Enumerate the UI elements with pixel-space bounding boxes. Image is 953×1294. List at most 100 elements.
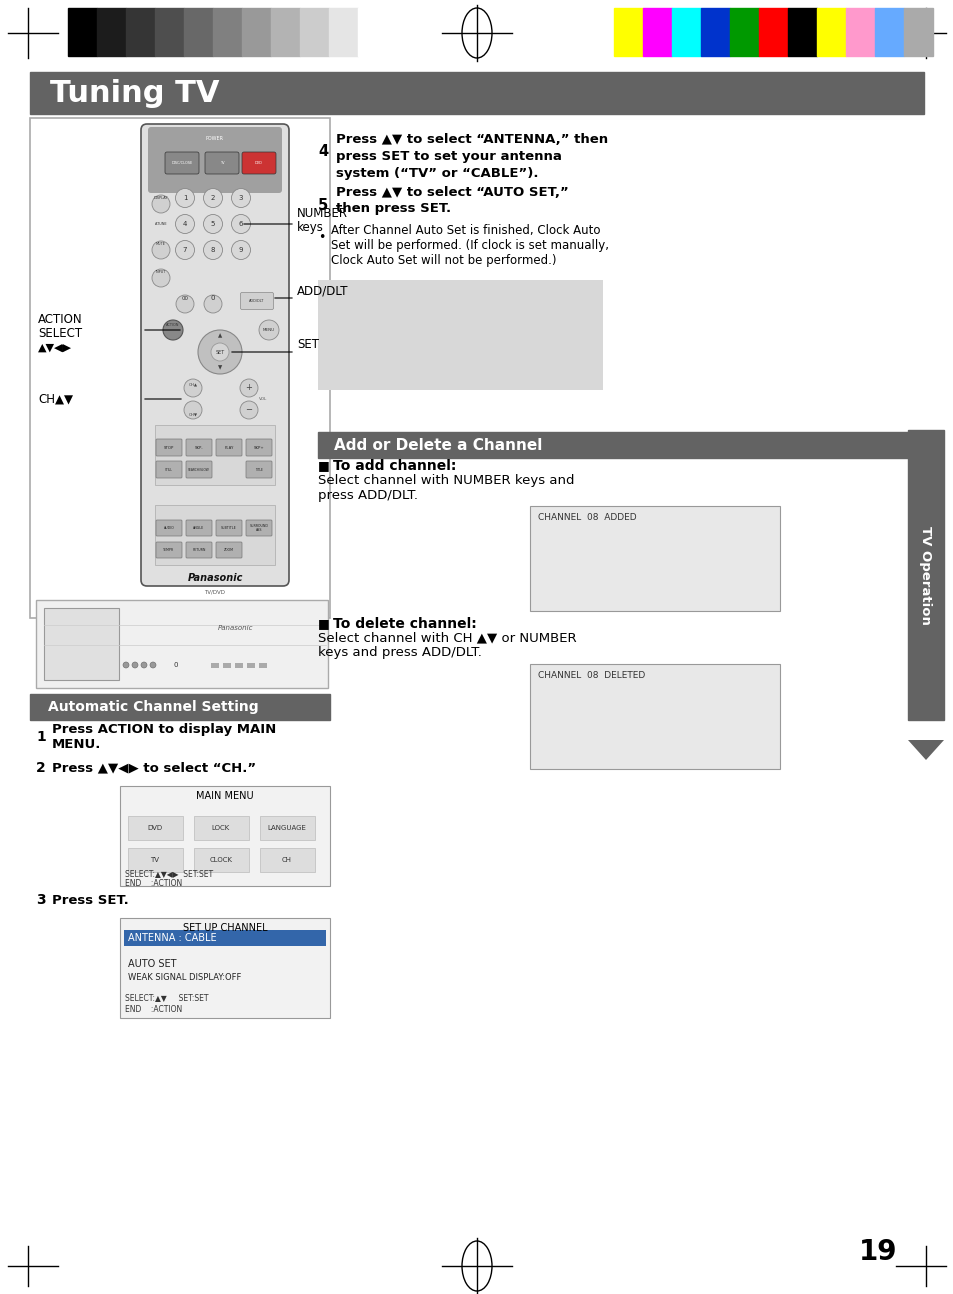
Text: 2: 2 <box>211 195 215 201</box>
Bar <box>317 280 602 389</box>
Circle shape <box>204 295 222 313</box>
Text: RETURN: RETURN <box>193 547 206 553</box>
Text: 1: 1 <box>183 195 187 201</box>
Bar <box>193 848 249 872</box>
Text: DVD: DVD <box>148 826 162 831</box>
FancyBboxPatch shape <box>215 439 242 455</box>
Text: 0: 0 <box>211 295 215 302</box>
FancyBboxPatch shape <box>186 542 212 558</box>
Circle shape <box>203 215 222 233</box>
Text: Automatic Channel Setting: Automatic Channel Setting <box>48 700 258 714</box>
Bar <box>759 8 787 56</box>
Circle shape <box>184 379 202 397</box>
Bar <box>68 8 97 56</box>
FancyBboxPatch shape <box>156 542 182 558</box>
Text: To add channel:: To add channel: <box>333 459 456 474</box>
Text: 00: 00 <box>181 295 189 300</box>
Text: MAIN MENU: MAIN MENU <box>196 791 253 801</box>
Bar <box>44 608 119 681</box>
Text: STILL: STILL <box>165 468 172 472</box>
Circle shape <box>152 269 170 287</box>
Text: 9: 9 <box>238 247 243 254</box>
Text: Set will be performed. (If clock is set manually,: Set will be performed. (If clock is set … <box>331 239 608 252</box>
Text: ADD/DLT: ADD/DLT <box>249 299 264 303</box>
Text: keys and press ADD/DLT.: keys and press ADD/DLT. <box>317 646 481 659</box>
Bar <box>30 72 923 114</box>
FancyBboxPatch shape <box>156 461 182 477</box>
Text: Press SET.: Press SET. <box>52 893 129 907</box>
FancyBboxPatch shape <box>246 439 272 455</box>
Bar <box>193 817 249 840</box>
Text: ANGLE: ANGLE <box>193 525 204 531</box>
Circle shape <box>123 663 129 668</box>
Text: then press SET.: then press SET. <box>335 202 451 215</box>
FancyBboxPatch shape <box>215 542 242 558</box>
Text: 3: 3 <box>238 195 243 201</box>
Text: VOL: VOL <box>258 397 267 401</box>
Text: Panasonic: Panasonic <box>187 573 242 584</box>
Bar <box>260 817 314 840</box>
Text: AUDIO: AUDIO <box>164 525 174 531</box>
Text: MUTE: MUTE <box>156 242 166 246</box>
Text: CHANNEL  08  DELETED: CHANNEL 08 DELETED <box>537 672 644 681</box>
Bar <box>120 917 330 1018</box>
Text: SELECT:▲▼◀▶  SET:SET: SELECT:▲▼◀▶ SET:SET <box>125 870 213 879</box>
Text: SELECT: SELECT <box>38 327 82 340</box>
Circle shape <box>240 401 257 419</box>
FancyBboxPatch shape <box>186 439 212 455</box>
Text: POWER: POWER <box>206 136 224 141</box>
Text: CH▼: CH▼ <box>189 411 197 415</box>
Bar <box>816 8 845 56</box>
Text: DISPLAY: DISPLAY <box>153 195 168 201</box>
Bar <box>211 663 219 668</box>
Text: Select channel with NUMBER keys and: Select channel with NUMBER keys and <box>317 474 574 487</box>
Circle shape <box>203 241 222 260</box>
Text: SET UP CHANNEL: SET UP CHANNEL <box>182 923 267 933</box>
Text: LANGUAGE: LANGUAGE <box>267 826 306 831</box>
Bar <box>614 8 642 56</box>
Bar <box>530 664 780 769</box>
Text: ■: ■ <box>317 459 330 472</box>
Bar <box>874 8 903 56</box>
FancyBboxPatch shape <box>215 520 242 536</box>
Bar <box>223 663 231 668</box>
Circle shape <box>240 379 257 397</box>
Bar <box>700 8 729 56</box>
Text: SET: SET <box>296 338 318 351</box>
Text: 2: 2 <box>36 761 46 775</box>
Bar <box>154 505 274 565</box>
Circle shape <box>198 330 242 374</box>
Bar <box>128 848 183 872</box>
Text: CLOCK: CLOCK <box>210 857 233 863</box>
Text: ▼: ▼ <box>217 365 222 370</box>
Text: MENU.: MENU. <box>52 739 101 752</box>
Text: +: + <box>245 383 253 392</box>
Text: AUTO SET: AUTO SET <box>128 959 176 969</box>
Circle shape <box>232 215 251 233</box>
Bar <box>258 663 267 668</box>
Text: 8: 8 <box>211 247 215 254</box>
Bar <box>907 430 943 719</box>
Text: END    :ACTION: END :ACTION <box>125 880 182 889</box>
Text: 19: 19 <box>858 1238 897 1266</box>
Bar <box>154 8 184 56</box>
Text: 5: 5 <box>211 221 215 226</box>
Text: SKP-: SKP- <box>194 446 203 450</box>
FancyBboxPatch shape <box>242 151 275 173</box>
Text: 4: 4 <box>317 145 328 159</box>
Bar <box>299 8 329 56</box>
Text: ACTION: ACTION <box>166 324 179 327</box>
Text: 5: 5 <box>317 198 328 212</box>
Text: INPUT: INPUT <box>155 270 166 274</box>
Circle shape <box>232 241 251 260</box>
Bar <box>184 8 213 56</box>
Text: NUMBER: NUMBER <box>296 207 348 220</box>
Bar <box>30 694 330 719</box>
Text: SELECT:▲▼     SET:SET: SELECT:▲▼ SET:SET <box>125 994 209 1003</box>
Text: SEARCH/SLOW: SEARCH/SLOW <box>188 468 210 472</box>
Text: TV Operation: TV Operation <box>919 525 931 625</box>
Text: 1: 1 <box>36 730 46 744</box>
Circle shape <box>203 189 222 207</box>
Text: press SET to set your antenna: press SET to set your antenna <box>335 150 561 163</box>
Bar <box>845 8 874 56</box>
